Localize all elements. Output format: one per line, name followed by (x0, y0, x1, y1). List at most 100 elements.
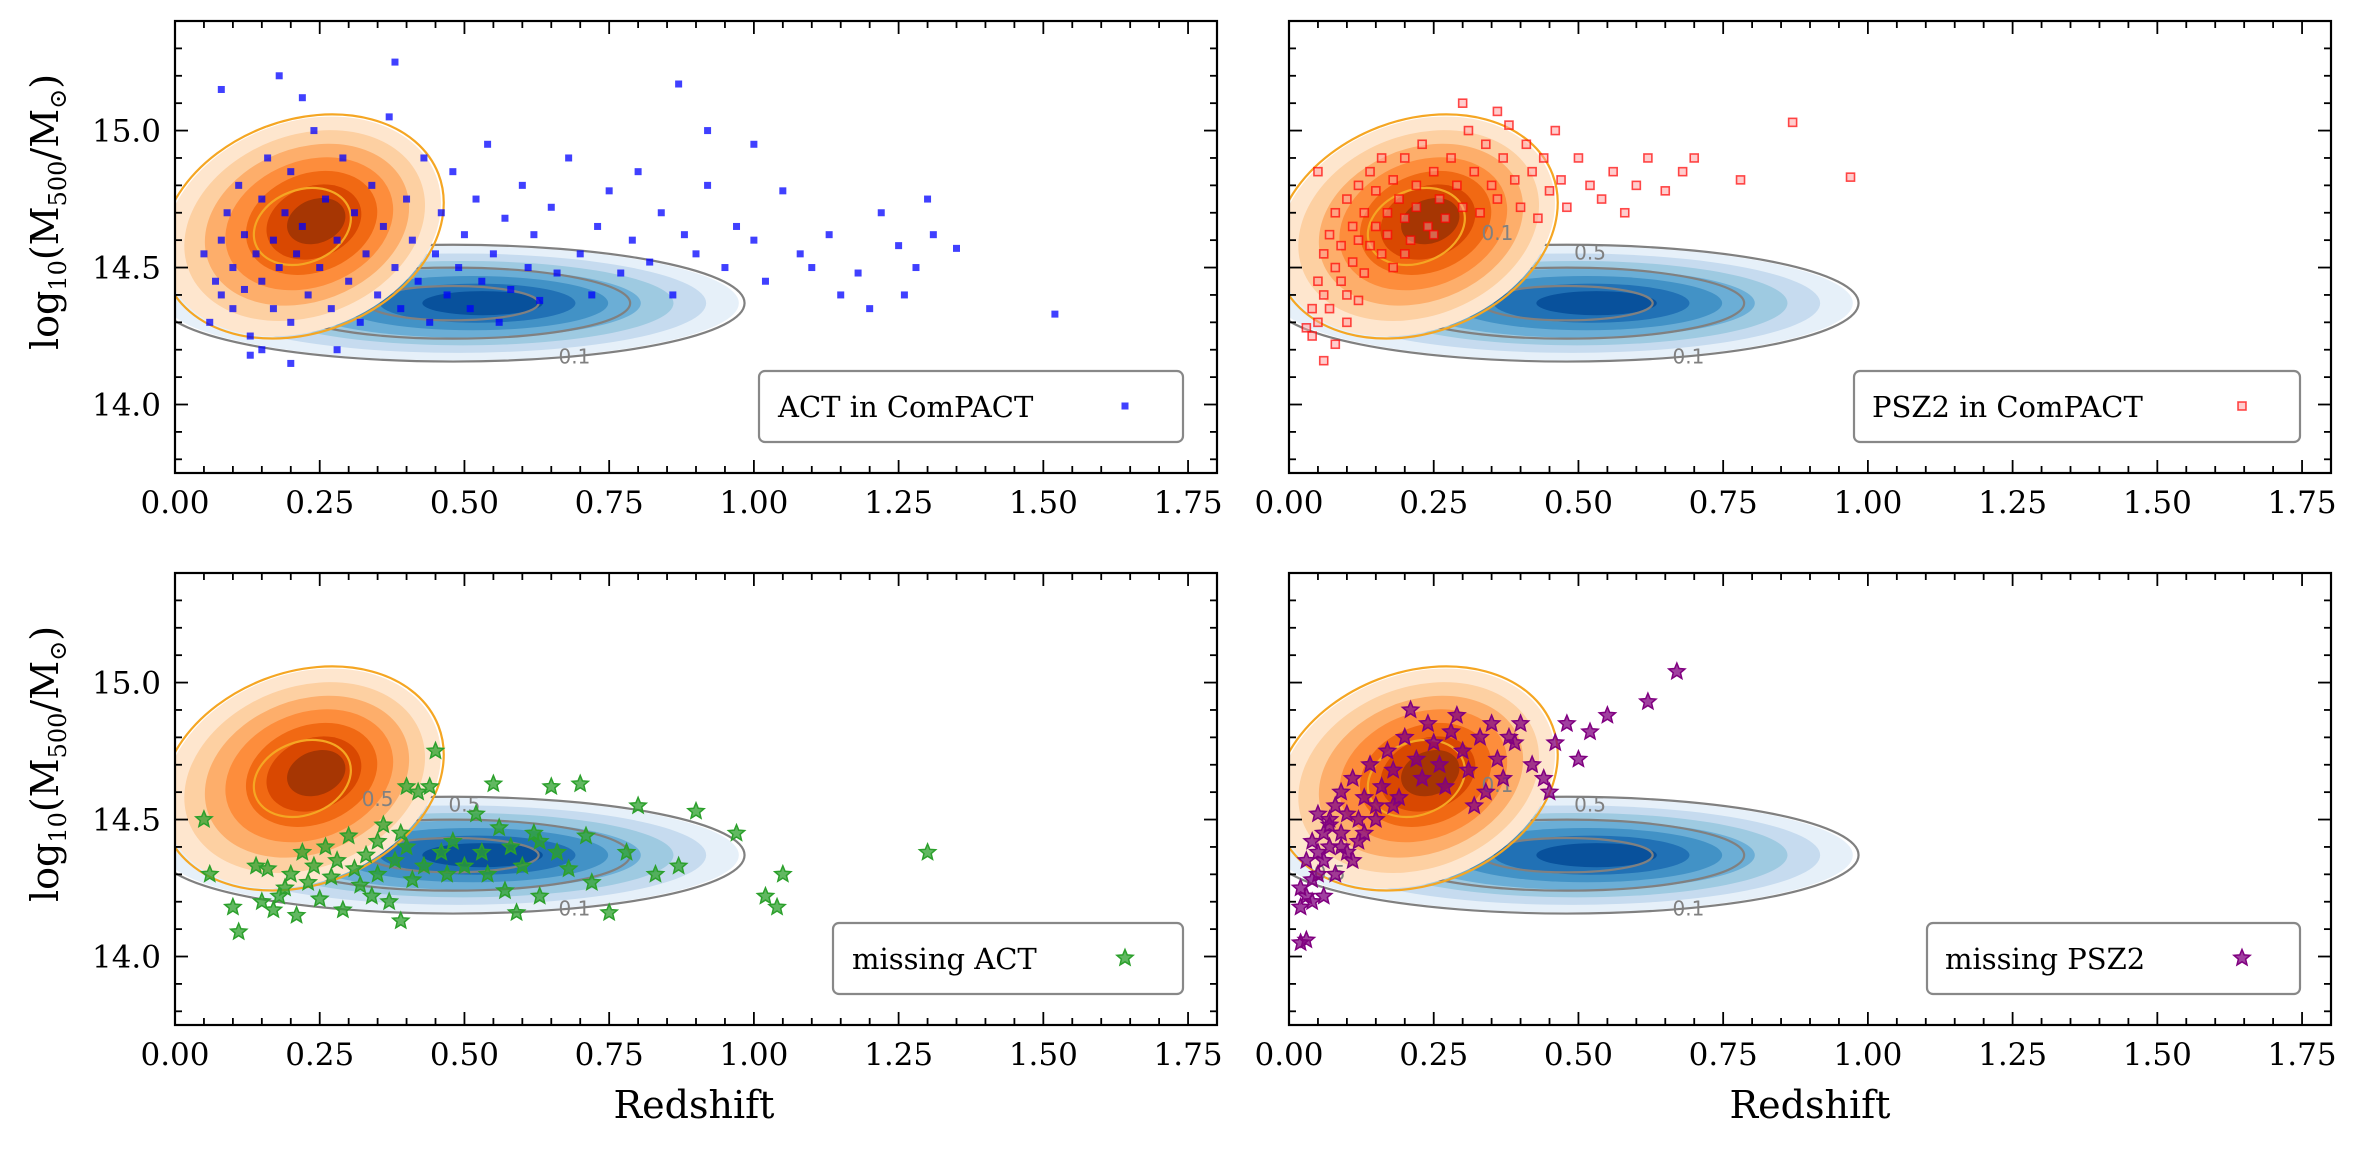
contour-label-1: 0.1 (1673, 896, 1705, 920)
x-tick-label: 0.50 (430, 485, 499, 521)
y-tick-label: 14.0 (92, 940, 161, 976)
data-point (617, 269, 625, 277)
ylabel-bottom: log10(M500/M⊙) (23, 626, 72, 902)
legend-marker-symbol (1121, 402, 1129, 410)
data-point (576, 825, 596, 845)
data-point (1556, 175, 1566, 185)
data-point (1301, 323, 1312, 333)
data-point (258, 195, 266, 203)
data-point (808, 264, 816, 272)
data-point (443, 291, 451, 299)
data-point (193, 809, 214, 829)
data-point (1492, 106, 1503, 117)
data-point (512, 855, 533, 875)
data-point (507, 285, 515, 293)
data-point (229, 264, 237, 272)
data-point (281, 209, 289, 217)
data-point (547, 841, 568, 861)
data-point (477, 863, 498, 883)
data-point (1464, 795, 1485, 815)
data-point (217, 236, 225, 244)
data-point (1689, 153, 1700, 163)
data-point (726, 822, 747, 842)
x-tick-label: 1.25 (1978, 1037, 2047, 1073)
data-point (304, 291, 312, 299)
plot-area: 0.50.10.5 (175, 665, 938, 941)
data-point (1515, 202, 1526, 213)
data-point (1585, 180, 1595, 191)
planck-density-contour-line-0 (175, 665, 445, 892)
data-point (628, 795, 649, 815)
data-point (1353, 295, 1364, 306)
data-point (367, 830, 388, 850)
planck-density-contour-line-0 (1289, 665, 1559, 892)
data-point (704, 181, 712, 189)
act-density-fill-level-6 (1536, 843, 1657, 868)
contour-label-2: 0.5 (362, 787, 394, 811)
data-point (1302, 891, 1323, 911)
x-tick-label: 0.25 (285, 485, 354, 521)
data-point (1296, 850, 1317, 870)
data-point (704, 127, 712, 135)
planck-density-contour-line-1 (252, 738, 352, 819)
data-point (368, 181, 376, 189)
x-tick-label: 1.50 (2123, 1037, 2192, 1073)
x-tick-label: 0.00 (140, 485, 209, 521)
data-point (345, 277, 353, 285)
data-point (1597, 704, 1618, 724)
data-point (721, 264, 729, 272)
data-point (1666, 661, 1687, 681)
data-point (1388, 175, 1398, 185)
data-point (408, 781, 429, 801)
x-tick-label: 1.75 (1154, 1037, 1223, 1073)
legend-label: missing PSZ2 (1945, 942, 2145, 976)
data-point (1354, 787, 1375, 807)
data-point (251, 891, 272, 911)
data-point (1521, 139, 1532, 150)
data-point (356, 318, 364, 326)
data-point (1331, 836, 1352, 856)
data-point (1371, 186, 1381, 196)
data-point (895, 242, 903, 250)
x-tick-label: 0.00 (1254, 485, 1323, 521)
data-point (385, 850, 405, 870)
data-point (442, 830, 463, 850)
data-point (495, 880, 515, 900)
data-point (361, 885, 382, 905)
data-point (478, 277, 486, 285)
data-point (246, 332, 254, 340)
data-point (530, 231, 538, 239)
x-tick-label: 1.50 (2123, 485, 2192, 521)
data-point (298, 872, 319, 892)
legend-box (831, 921, 1185, 996)
axes-frame: 0.00 0.25 0.50 0.75 1.00 1.25 1.50 1.75 (1254, 571, 2337, 1073)
act-density-contour-line-0 (175, 243, 746, 363)
data-point (1394, 726, 1415, 746)
data-point (1423, 732, 1444, 752)
data-point (1492, 194, 1503, 204)
data-point (280, 863, 301, 883)
legend-marker (2237, 401, 2247, 411)
data-point (1435, 776, 1456, 796)
data-point (1539, 781, 1560, 801)
xlabel-right: Redshift (1730, 1083, 1891, 1127)
xlabel-left: Redshift (614, 1083, 775, 1127)
data-point (222, 896, 243, 916)
data-point (500, 836, 521, 856)
data-point (483, 773, 504, 793)
x-tick-label: 0.50 (1544, 1037, 1613, 1073)
data-point (379, 222, 387, 230)
data-point (315, 836, 336, 856)
legend-marker-symbol (1115, 947, 1135, 967)
data-point (1348, 809, 1369, 829)
data-point (518, 181, 526, 189)
data-point (327, 305, 335, 313)
data-point (275, 72, 283, 80)
data-point (1353, 180, 1364, 191)
data-point (1527, 166, 1537, 177)
data-point (449, 168, 457, 176)
plot-area: 0.1 (175, 58, 1059, 368)
data-point (529, 830, 550, 850)
data-point (1290, 896, 1311, 916)
data-point (275, 877, 295, 897)
